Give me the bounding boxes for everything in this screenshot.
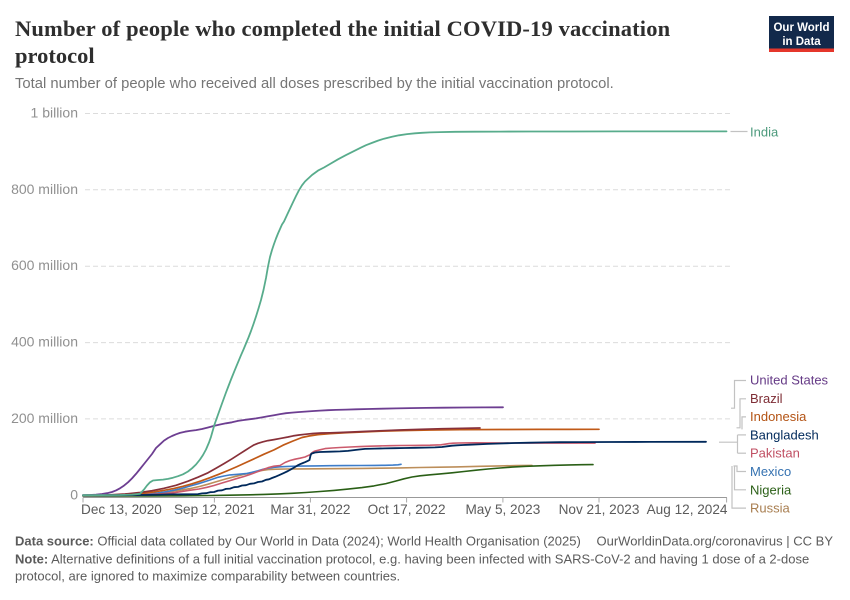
svg-text:Total number of people who rec: Total number of people who received all … (15, 76, 614, 92)
svg-text:Russia: Russia (750, 501, 791, 516)
svg-text:Data source: Official data col: Data source: Official data collated by O… (15, 534, 581, 549)
svg-text:Sep 12, 2021: Sep 12, 2021 (174, 502, 255, 517)
svg-text:India: India (750, 125, 779, 140)
svg-text:Indonesia: Indonesia (750, 409, 807, 424)
svg-text:Dec 13, 2020: Dec 13, 2020 (81, 502, 162, 517)
svg-text:Oct 17, 2022: Oct 17, 2022 (368, 502, 446, 517)
svg-text:in Data: in Data (782, 36, 821, 48)
svg-text:Pakistan: Pakistan (750, 446, 800, 461)
svg-text:protocol, are ignored to maxim: protocol, are ignored to maximize compar… (15, 569, 400, 584)
svg-text:Brazil: Brazil (750, 391, 783, 406)
svg-text:Nigeria: Nigeria (750, 482, 792, 497)
svg-text:OurWorldinData.org/coronavirus: OurWorldinData.org/coronavirus | CC BY (596, 534, 833, 549)
svg-text:800 million: 800 million (11, 181, 78, 197)
svg-text:protocol: protocol (15, 43, 95, 68)
svg-text:Mexico: Mexico (750, 464, 791, 479)
svg-text:Aug 12, 2024: Aug 12, 2024 (647, 502, 728, 517)
svg-text:Number of people who completed: Number of people who completed the initi… (15, 16, 671, 41)
svg-text:Our World: Our World (773, 22, 829, 34)
svg-text:600 million: 600 million (11, 257, 78, 273)
svg-text:Mar 31, 2022: Mar 31, 2022 (270, 502, 350, 517)
svg-text:200 million: 200 million (11, 410, 78, 426)
svg-text:400 million: 400 million (11, 334, 78, 350)
svg-text:United States: United States (750, 373, 829, 388)
svg-text:0: 0 (70, 486, 78, 502)
svg-text:Note: Alternative definitions: Note: Alternative definitions of a full … (15, 552, 809, 567)
svg-text:1 billion: 1 billion (31, 105, 78, 121)
svg-text:Bangladesh: Bangladesh (750, 427, 819, 442)
svg-text:May 5, 2023: May 5, 2023 (465, 502, 540, 517)
svg-text:Nov 21, 2023: Nov 21, 2023 (559, 502, 640, 517)
